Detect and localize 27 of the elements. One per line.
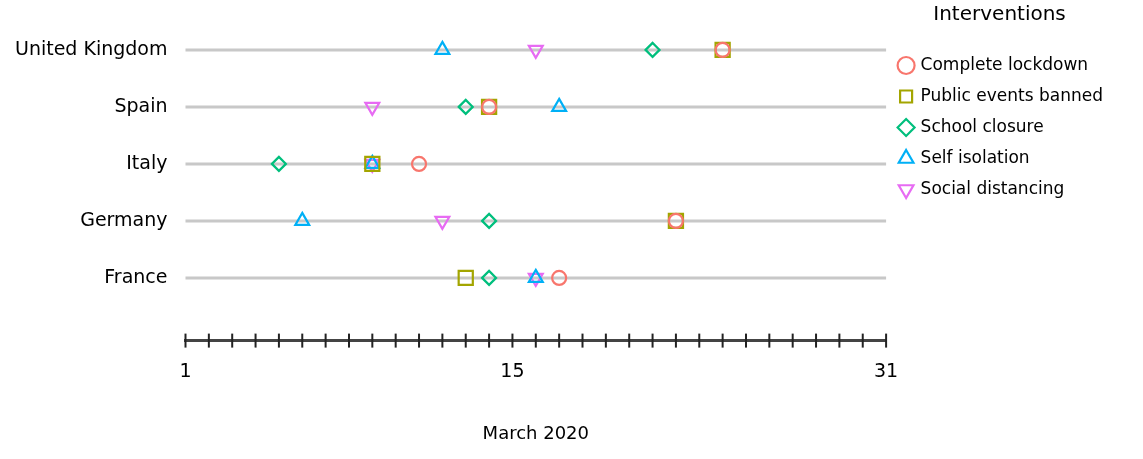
x-tick-label: 1	[179, 358, 192, 381]
point	[270, 155, 288, 172]
legend-label: School closure	[920, 115, 1044, 136]
legend-label: Social distancing	[920, 177, 1065, 198]
point	[551, 269, 568, 286]
point	[457, 98, 474, 115]
y-tick-label: Germany	[80, 207, 168, 230]
y-tick-label: United Kingdom	[14, 36, 168, 59]
point	[527, 272, 544, 287]
point	[410, 155, 428, 172]
legend-label: Self isolation	[920, 146, 1030, 167]
point	[434, 215, 451, 230]
point	[480, 269, 498, 286]
point	[527, 44, 544, 59]
y-tick-label: France	[104, 264, 168, 287]
legend-label: Public events banned	[920, 84, 1103, 105]
y-tick-label: Italy	[126, 150, 168, 173]
x-tick-label: 15	[500, 358, 525, 381]
point	[364, 101, 381, 116]
x-axis-title: March 2020	[482, 421, 589, 443]
point	[644, 41, 661, 58]
x-tick-label: 31	[874, 358, 899, 381]
y-tick-label: Spain	[114, 93, 168, 116]
point	[457, 269, 474, 287]
legend-label: Complete lockdown	[920, 53, 1089, 74]
legend-title: Interventions	[933, 1, 1066, 26]
point	[480, 212, 498, 229]
